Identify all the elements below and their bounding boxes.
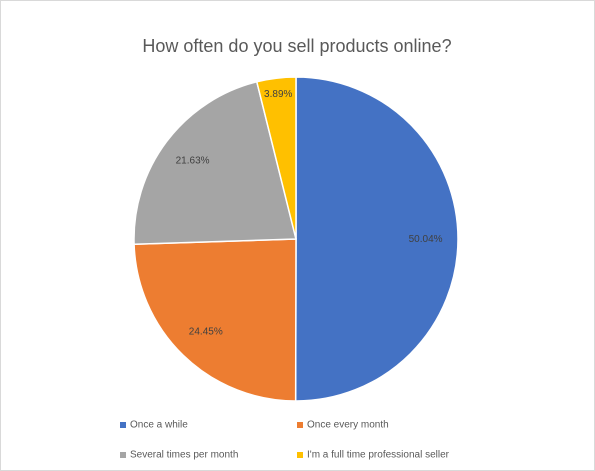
data-label: 3.89% (264, 89, 292, 100)
pie-slice (294, 76, 459, 402)
legend-label: Once every month (307, 420, 389, 431)
legend-marker (297, 422, 303, 428)
legend-label: I'm a full time professional seller (307, 450, 450, 461)
data-label: 50.04% (409, 234, 443, 245)
legend-label: Once a while (130, 420, 188, 431)
pie-slice (133, 80, 297, 246)
legend-marker (120, 422, 126, 428)
pie-slice (133, 238, 297, 402)
legend-label: Several times per month (130, 450, 238, 461)
legend-marker (120, 452, 126, 458)
legend-marker (297, 452, 303, 458)
pie-slice (255, 76, 297, 240)
chart-title: How often do you sell products online? (142, 36, 451, 56)
data-label: 24.45% (189, 327, 223, 338)
data-label: 21.63% (176, 156, 210, 167)
